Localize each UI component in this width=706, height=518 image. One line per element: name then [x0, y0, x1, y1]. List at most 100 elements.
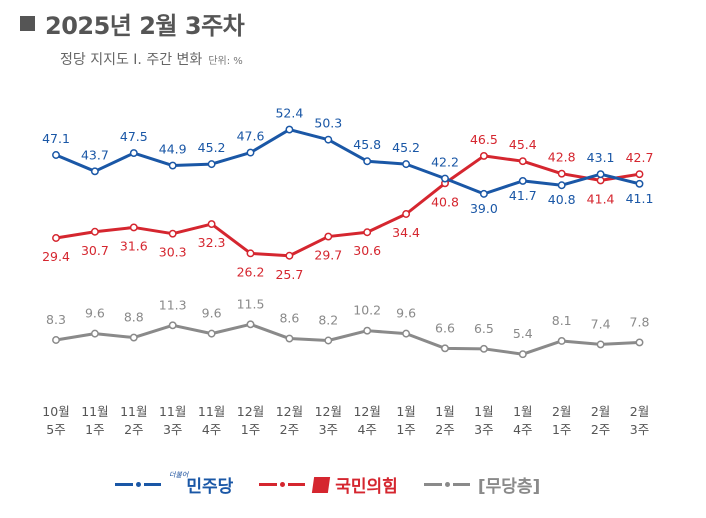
data-point-ppp [518, 157, 527, 166]
data-point-ppp [129, 223, 138, 232]
data-label-democratic: 44.9 [159, 142, 187, 157]
data-label-independent: 6.5 [474, 321, 494, 336]
data-point-ppp [168, 229, 177, 238]
x-tick-label-week: 1주 [396, 422, 415, 437]
data-label-ppp: 42.8 [548, 150, 576, 165]
data-point-independent [363, 326, 372, 335]
legend-tag-democratic: 더불어 [169, 470, 189, 479]
data-point-independent [635, 338, 644, 347]
data-label-independent: 9.6 [85, 306, 105, 321]
data-label-ppp: 29.7 [314, 248, 342, 263]
chart-subtitle: 정당 지지도 Ⅰ. 주간 변화 [60, 52, 203, 68]
x-tick-label-week: 3주 [630, 422, 649, 437]
data-label-democratic: 47.1 [42, 131, 70, 146]
data-label-independent: 9.6 [396, 306, 416, 321]
legend-label-independent: [무당층] [477, 477, 541, 497]
data-label-independent: 8.1 [552, 313, 572, 328]
data-label-democratic: 39.0 [470, 201, 498, 216]
data-point-independent [557, 337, 566, 345]
data-point-ppp [557, 169, 566, 178]
data-label-independent: 7.4 [591, 316, 611, 331]
x-tick-label-month: 1월 [474, 404, 493, 419]
data-point-democratic [596, 170, 605, 179]
data-point-ppp [363, 228, 372, 237]
x-tick-label-week: 1주 [241, 422, 260, 437]
data-point-independent [207, 329, 216, 338]
x-tick-label-week: 4주 [513, 422, 532, 437]
series-line-ppp [55, 154, 640, 258]
x-tick-label-week: 4주 [357, 422, 376, 437]
data-label-ppp: 30.7 [81, 243, 109, 258]
legend-item-democratic: 더불어 민주당 [115, 470, 234, 497]
data-label-democratic: 47.6 [237, 129, 265, 144]
data-point-ppp [207, 220, 216, 229]
data-label-ppp: 34.4 [392, 225, 420, 240]
x-tick-label-month: 11월 [81, 404, 108, 419]
data-label-democratic: 43.1 [587, 150, 615, 165]
x-tick-label-month: 11월 [159, 404, 186, 419]
data-label-independent: 6.6 [435, 320, 455, 335]
data-point-ppp [285, 251, 294, 260]
data-point-democratic [363, 157, 372, 166]
data-label-democratic: 45.2 [392, 140, 420, 155]
data-point-independent [129, 333, 138, 342]
x-tick-label-month: 2월 [591, 404, 610, 419]
x-tick-label-month: 1월 [435, 404, 454, 419]
title-bullet [20, 16, 35, 31]
data-point-ppp [596, 176, 605, 185]
data-label-democratic: 45.2 [198, 140, 226, 155]
data-label-independent: 11.5 [237, 296, 265, 311]
data-point-democratic [324, 135, 333, 144]
data-point-ppp [479, 151, 488, 160]
data-point-ppp [90, 227, 99, 236]
legend-line-independent [423, 482, 470, 487]
x-tick-label-week: 4주 [202, 422, 221, 437]
data-point-independent [285, 334, 294, 343]
legend-label-ppp: 국민의힘 [335, 477, 398, 497]
data-label-democratic: 41.1 [626, 191, 654, 206]
data-label-independent: 7.8 [630, 314, 650, 329]
page-title: 2025년 2월 3주차 [45, 12, 245, 40]
data-label-democratic: 41.7 [509, 188, 537, 203]
x-tick-label-week: 2주 [435, 422, 454, 437]
data-label-ppp: 46.5 [470, 132, 498, 147]
data-label-independent: 8.2 [318, 312, 338, 327]
data-label-ppp: 26.2 [237, 264, 265, 279]
data-label-democratic: 42.2 [431, 155, 459, 170]
x-tick-label-month: 1월 [513, 404, 532, 419]
x-tick-label-month: 2월 [630, 404, 649, 419]
data-point-independent [324, 336, 333, 345]
data-label-ppp: 32.3 [198, 235, 226, 250]
legend-line-ppp [259, 482, 306, 487]
data-label-democratic: 50.3 [314, 116, 342, 131]
data-point-independent [596, 340, 605, 349]
x-tick-label-month: 11월 [120, 404, 147, 419]
data-label-ppp: 40.8 [431, 194, 459, 209]
legend-item-ppp: 국민의힘 [259, 472, 398, 497]
chart-legend: 더불어 민주당 국민의힘 [무당층] [115, 470, 566, 497]
data-label-democratic: 43.7 [81, 147, 109, 162]
data-point-democratic [90, 167, 99, 176]
data-point-ppp [324, 232, 333, 241]
x-tick-label-month: 1월 [396, 404, 415, 419]
data-label-independent: 8.6 [279, 311, 299, 326]
data-label-independent: 8.8 [124, 310, 144, 325]
data-label-democratic: 45.8 [353, 137, 381, 152]
data-label-independent: 10.2 [353, 303, 381, 318]
data-point-democratic [285, 125, 294, 134]
data-point-independent [52, 336, 60, 344]
data-label-ppp: 42.7 [626, 150, 654, 165]
data-label-democratic: 52.4 [275, 106, 303, 121]
data-point-independent [90, 329, 99, 338]
x-tick-label-week: 5주 [46, 422, 65, 437]
x-tick-label-month: 12월 [353, 404, 380, 419]
data-label-ppp: 30.3 [159, 245, 187, 260]
data-point-democratic [168, 161, 177, 170]
data-point-ppp [246, 249, 255, 258]
data-label-ppp: 25.7 [275, 267, 303, 282]
line-chart: 47.1 43.7 47.5 44.9 45.2 47.6 52.4 50.3 45.8 45.2… [42, 106, 654, 437]
legend-label-democratic: 민주당 [186, 477, 234, 497]
data-point-democratic [129, 149, 138, 158]
x-tick-label-week: 2주 [280, 422, 299, 437]
data-point-democratic [246, 148, 255, 157]
